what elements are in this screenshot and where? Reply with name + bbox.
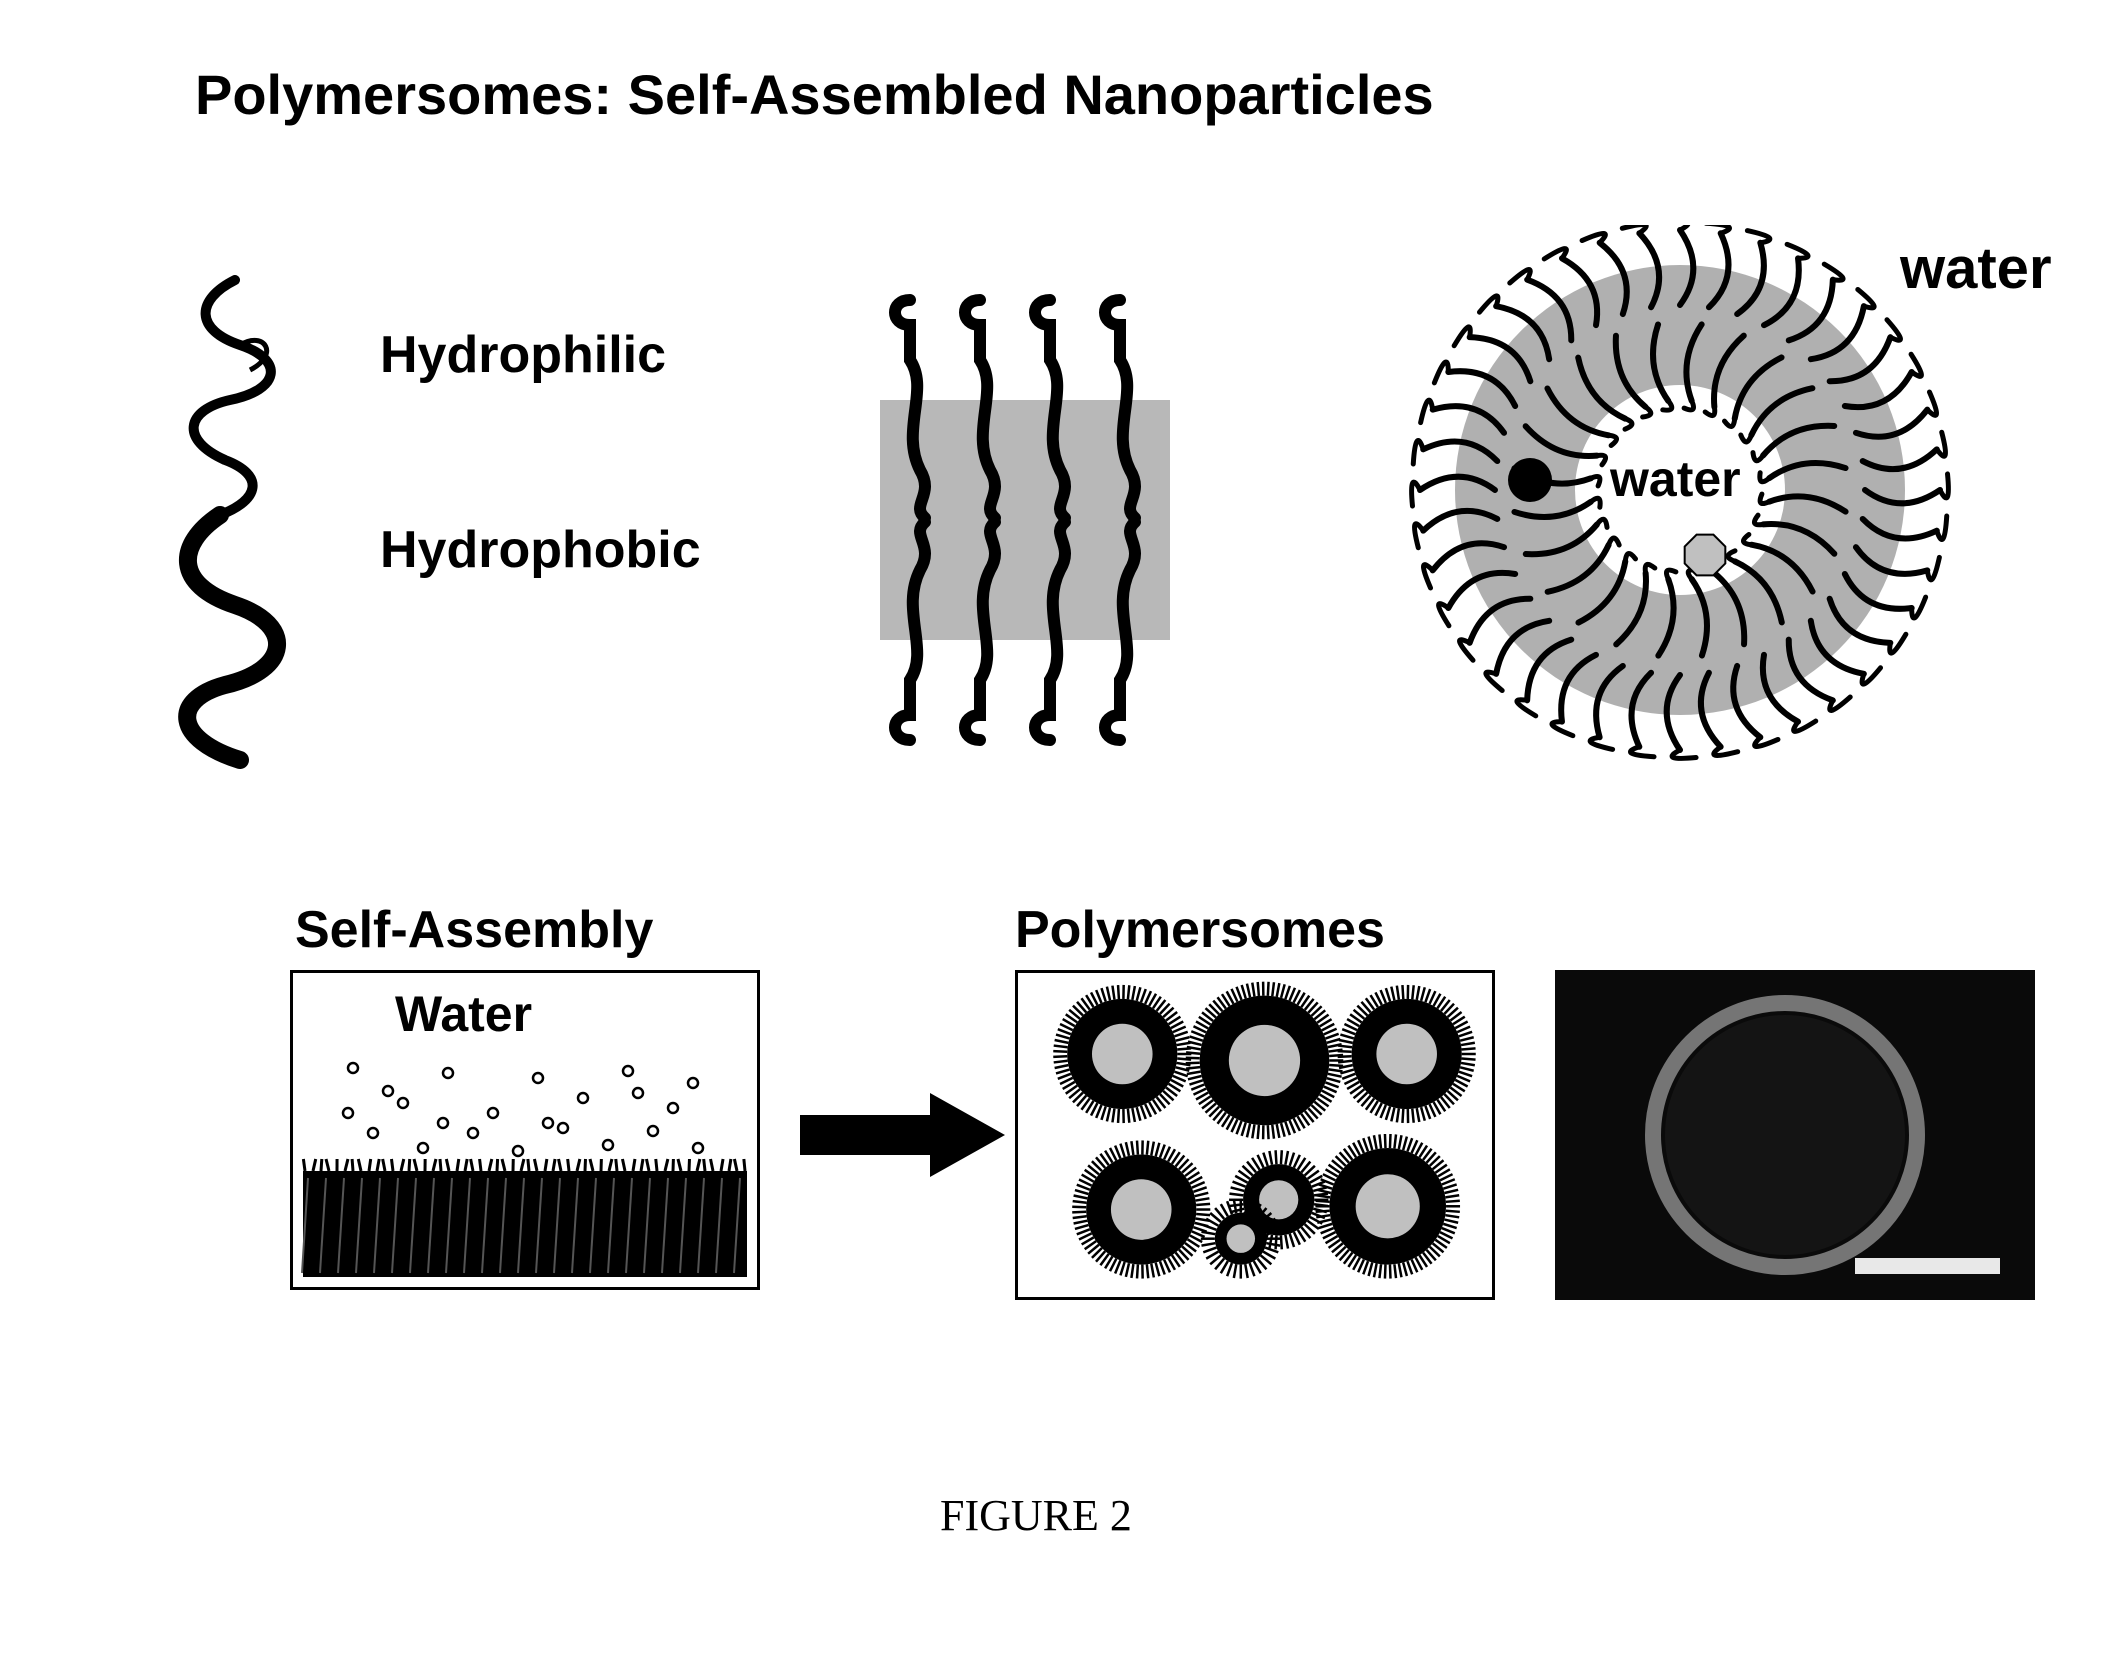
bilayer-flat (880, 280, 1170, 760)
figure-caption: FIGURE 2 (940, 1490, 1132, 1541)
hydrophilic-label: Hydrophilic (380, 325, 666, 385)
self-assembly-label: Self-Assembly (295, 900, 653, 960)
water-inner-label: water (1610, 450, 1741, 508)
water-panel-label: Water (395, 985, 532, 1043)
amphiphile-chain (145, 275, 325, 775)
microscopy-panel (1555, 970, 2035, 1300)
scale-bar (1855, 1258, 2000, 1274)
water-outer-label: water (1900, 235, 2052, 302)
polymersomes-panel (1015, 970, 1495, 1300)
page-title: Polymersomes: Self-Assembled Nanoparticl… (195, 62, 1434, 127)
process-arrow (800, 1085, 1010, 1185)
hydrophobic-label: Hydrophobic (380, 520, 701, 580)
polymersomes-label: Polymersomes (1015, 900, 1385, 960)
